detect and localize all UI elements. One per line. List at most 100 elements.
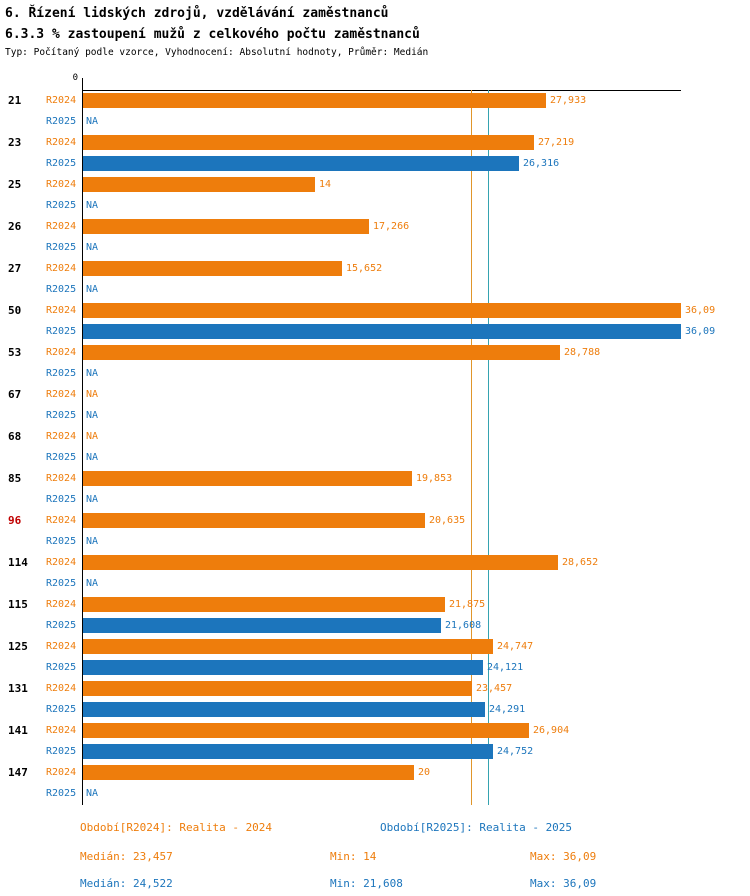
stat-min-r2024: Min: 14 xyxy=(330,850,377,863)
value-label-r2024-50: 36,09 xyxy=(685,305,716,316)
value-label-r2024-131: 23,457 xyxy=(476,683,513,694)
bar-r2024-23 xyxy=(83,135,534,150)
series-label-r2024-85: R2024 xyxy=(46,473,77,484)
series-label-r2024-27: R2024 xyxy=(46,263,77,274)
bar-r2024-53 xyxy=(83,345,560,360)
bar-r2025-125 xyxy=(83,660,483,675)
row-id-67: 67 xyxy=(8,388,22,401)
bar-r2024-25 xyxy=(83,177,315,192)
value-label-r2024-141: 26,904 xyxy=(533,725,570,736)
series-label-r2024-23: R2024 xyxy=(46,137,77,148)
bar-r2025-23 xyxy=(83,156,519,171)
series-label-r2025-147: R2025 xyxy=(46,788,77,799)
bar-r2024-131 xyxy=(83,681,472,696)
series-label-r2024-125: R2024 xyxy=(46,641,77,652)
row-id-96: 96 xyxy=(8,514,22,527)
series-label-r2024-25: R2024 xyxy=(46,179,77,190)
bar-r2024-114 xyxy=(83,555,558,570)
series-label-r2025-131: R2025 xyxy=(46,704,77,715)
report-title-line2: 6.3.3 % zastoupení mužů z celkového počt… xyxy=(5,27,420,42)
series-label-r2024-96: R2024 xyxy=(46,515,77,526)
series-label-r2024-147: R2024 xyxy=(46,767,77,778)
row-id-23: 23 xyxy=(8,136,22,149)
series-label-r2025-53: R2025 xyxy=(46,368,77,379)
value-label-r2024-147: 20 xyxy=(418,767,431,778)
series-label-r2025-125: R2025 xyxy=(46,662,77,673)
na-label-r2025-26: NA xyxy=(86,242,99,253)
na-label-r2025-96: NA xyxy=(86,536,99,547)
series-label-r2024-131: R2024 xyxy=(46,683,77,694)
na-label-r2025-21: NA xyxy=(86,116,99,127)
na-label-r2025-53: NA xyxy=(86,368,99,379)
series-label-r2024-68: R2024 xyxy=(46,431,77,442)
na-label-r2024-68: NA xyxy=(86,431,99,442)
bar-r2024-26 xyxy=(83,219,369,234)
legend-r2024: Období[R2024]: Realita - 2024 xyxy=(80,821,273,834)
na-label-r2024-67: NA xyxy=(86,389,99,400)
na-label-r2025-114: NA xyxy=(86,578,99,589)
report-title-line1: 6. Řízení lidských zdrojů, vzdělávání za… xyxy=(5,6,389,21)
bar-r2024-141 xyxy=(83,723,529,738)
series-label-r2025-67: R2025 xyxy=(46,410,77,421)
bar-r2025-50 xyxy=(83,324,681,339)
na-label-r2025-25: NA xyxy=(86,200,99,211)
na-label-r2025-147: NA xyxy=(86,788,99,799)
bar-r2024-115 xyxy=(83,597,445,612)
value-label-r2025-50: 36,09 xyxy=(685,326,716,337)
stat-median-r2025: Medián: 24,522 xyxy=(80,877,173,890)
series-label-r2025-27: R2025 xyxy=(46,284,77,295)
value-label-r2025-141: 24,752 xyxy=(497,746,534,757)
series-label-r2024-115: R2024 xyxy=(46,599,77,610)
bar-r2024-27 xyxy=(83,261,342,276)
series-label-r2025-96: R2025 xyxy=(46,536,77,547)
stat-max-r2024: Max: 36,09 xyxy=(530,850,597,863)
series-label-r2024-67: R2024 xyxy=(46,389,77,400)
row-id-114: 114 xyxy=(8,556,28,569)
bar-r2024-147 xyxy=(83,765,414,780)
stat-max-r2025: Max: 36,09 xyxy=(530,877,597,890)
value-label-r2024-114: 28,652 xyxy=(562,557,599,568)
series-label-r2025-25: R2025 xyxy=(46,200,77,211)
series-label-r2024-141: R2024 xyxy=(46,725,77,736)
series-label-r2025-115: R2025 xyxy=(46,620,77,631)
row-id-147: 147 xyxy=(8,766,28,779)
stat-median-r2024: Medián: 23,457 xyxy=(80,850,173,863)
series-label-r2025-68: R2025 xyxy=(46,452,77,463)
series-label-r2024-53: R2024 xyxy=(46,347,77,358)
value-label-r2024-125: 24,747 xyxy=(497,641,534,652)
row-id-50: 50 xyxy=(8,304,22,317)
value-label-r2025-23: 26,316 xyxy=(523,158,560,169)
na-label-r2025-27: NA xyxy=(86,284,99,295)
value-label-r2025-125: 24,121 xyxy=(487,662,524,673)
series-label-r2025-50: R2025 xyxy=(46,326,77,337)
value-label-r2024-27: 15,652 xyxy=(346,263,383,274)
row-id-53: 53 xyxy=(8,346,22,359)
series-label-r2024-26: R2024 xyxy=(46,221,77,232)
legend-r2025: Období[R2025]: Realita - 2025 xyxy=(380,821,573,834)
row-id-125: 125 xyxy=(8,640,28,653)
bar-r2025-115 xyxy=(83,618,441,633)
y-axis-line xyxy=(82,78,83,805)
bar-r2024-50 xyxy=(83,303,681,318)
value-label-r2024-53: 28,788 xyxy=(564,347,601,358)
value-label-r2024-85: 19,853 xyxy=(416,473,453,484)
value-label-r2024-115: 21,875 xyxy=(449,599,486,610)
row-id-141: 141 xyxy=(8,724,28,737)
row-id-25: 25 xyxy=(8,178,22,191)
na-label-r2025-68: NA xyxy=(86,452,99,463)
series-label-r2025-141: R2025 xyxy=(46,746,77,757)
bar-r2025-131 xyxy=(83,702,485,717)
value-label-r2024-23: 27,219 xyxy=(538,137,575,148)
stat-min-r2025: Min: 21,608 xyxy=(330,877,403,890)
na-label-r2025-67: NA xyxy=(86,410,99,421)
series-label-r2024-21: R2024 xyxy=(46,95,77,106)
value-label-r2025-131: 24,291 xyxy=(489,704,526,715)
series-label-r2025-21: R2025 xyxy=(46,116,77,127)
axis-origin-label: 0 xyxy=(72,73,78,83)
bar-r2025-141 xyxy=(83,744,493,759)
row-id-131: 131 xyxy=(8,682,28,695)
bar-r2024-125 xyxy=(83,639,493,654)
series-label-r2024-114: R2024 xyxy=(46,557,77,568)
series-label-r2025-23: R2025 xyxy=(46,158,77,169)
value-label-r2024-25: 14 xyxy=(319,179,332,190)
